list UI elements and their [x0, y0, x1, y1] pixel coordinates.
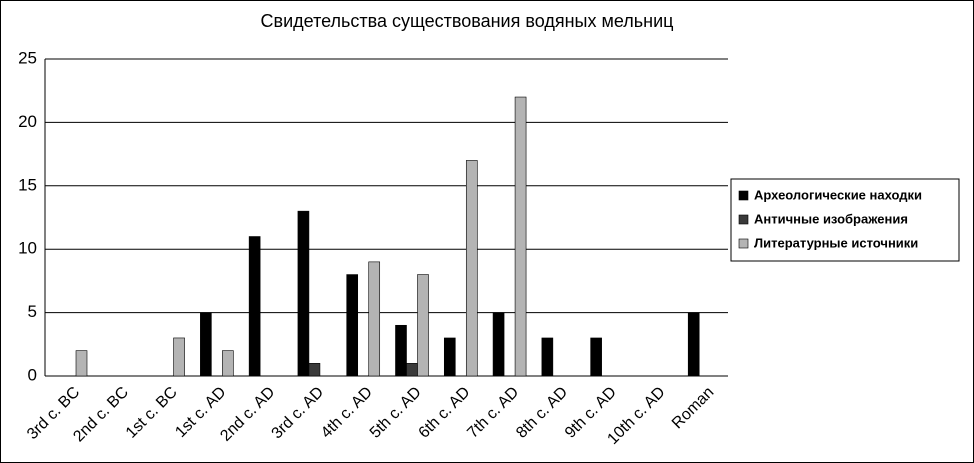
bar: [514, 96, 527, 377]
bar: [541, 337, 554, 377]
bar: [75, 350, 88, 377]
legend-swatch: [738, 238, 749, 249]
bar: [222, 350, 234, 377]
legend-box: [730, 178, 960, 262]
legend-swatch: [738, 214, 749, 225]
bar: [465, 160, 478, 377]
y-tick-label: 0: [28, 365, 37, 384]
y-tick-label: 15: [18, 175, 37, 194]
y-tick-label: 10: [18, 239, 37, 258]
bar: [590, 337, 602, 377]
bar: [492, 312, 505, 377]
y-tick-label: 5: [28, 302, 37, 321]
y-tick-label: 20: [18, 112, 37, 131]
bar: [248, 236, 261, 377]
bar: [443, 337, 456, 377]
bar: [173, 337, 185, 377]
bar: [200, 312, 212, 377]
bar: [368, 261, 381, 377]
bar: [395, 324, 407, 377]
legend-label: Античные изображения: [754, 211, 908, 226]
bar: [297, 210, 310, 377]
bar: [417, 274, 429, 377]
y-tick-label: 25: [18, 48, 37, 67]
legend-swatch: [738, 190, 749, 201]
bar: [687, 312, 700, 377]
legend-label: Археологические находки: [754, 187, 922, 202]
bar: [346, 274, 359, 377]
bar: [308, 363, 321, 377]
legend-label: Литературные источники: [754, 235, 918, 250]
bar: [406, 363, 418, 377]
chart-title: Свидетельства существования водяных мель…: [261, 11, 674, 31]
